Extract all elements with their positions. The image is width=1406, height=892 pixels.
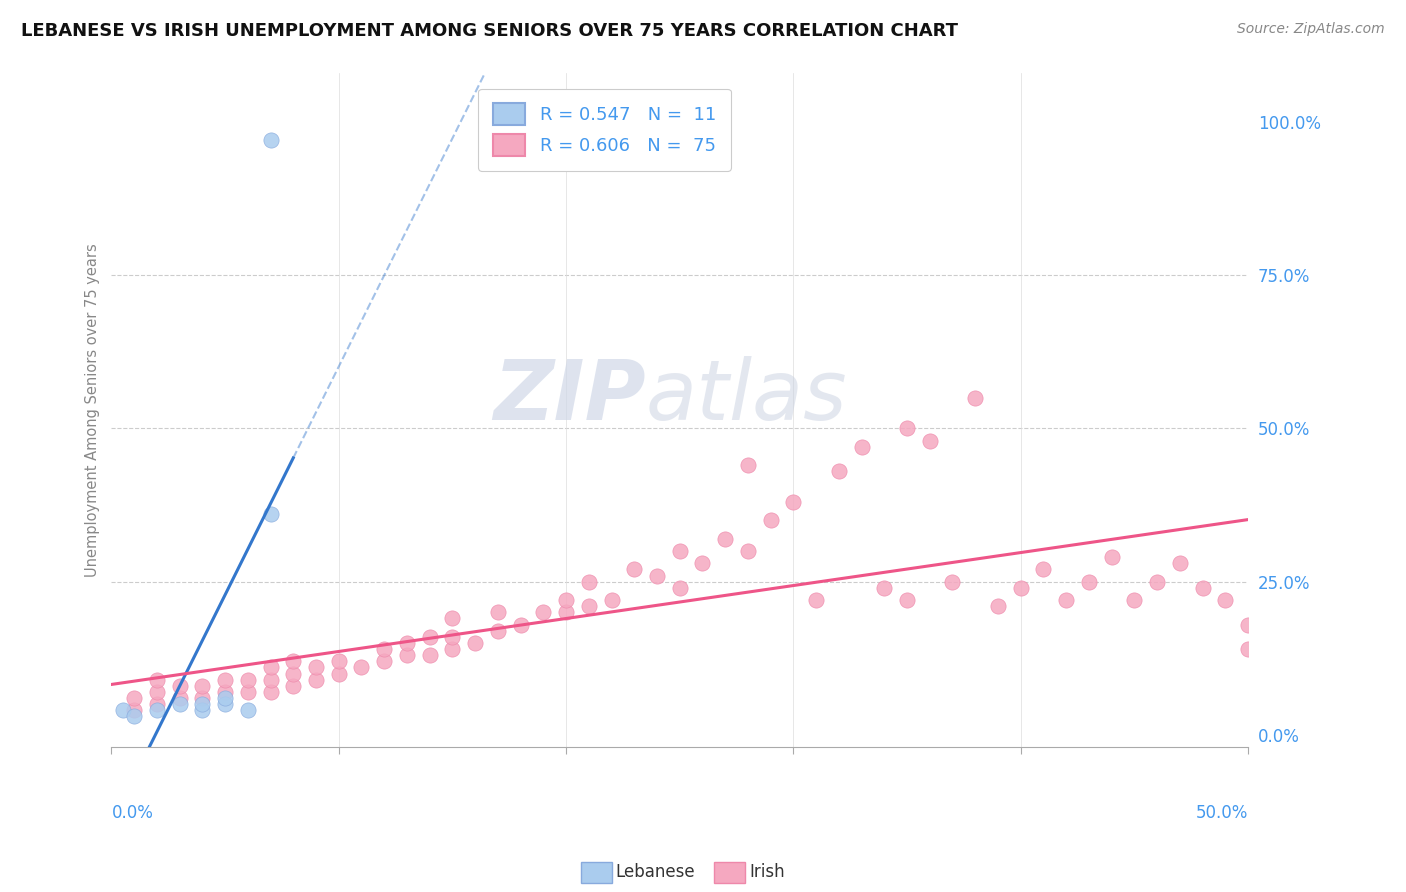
Point <box>146 685 169 699</box>
Point <box>441 642 464 657</box>
Point <box>259 133 281 147</box>
Point <box>941 574 963 589</box>
Point <box>146 673 169 687</box>
Point <box>578 574 600 589</box>
Point <box>1010 581 1032 595</box>
Point <box>122 709 145 723</box>
Point <box>328 666 350 681</box>
Point <box>668 544 690 558</box>
Point <box>692 556 714 570</box>
Point <box>283 679 305 693</box>
Point <box>987 599 1010 614</box>
Point <box>1146 574 1168 589</box>
Point <box>214 685 236 699</box>
Point <box>236 685 259 699</box>
Point <box>1101 550 1123 565</box>
Point <box>1077 574 1099 589</box>
Point <box>214 691 236 706</box>
Point <box>668 581 690 595</box>
Point <box>965 391 987 405</box>
Point <box>169 679 191 693</box>
Point <box>1237 642 1260 657</box>
Point <box>873 581 896 595</box>
Point <box>759 513 782 527</box>
Point <box>395 648 418 662</box>
Point <box>486 605 509 619</box>
Point <box>1123 593 1146 607</box>
Point <box>1213 593 1236 607</box>
Point <box>600 593 623 607</box>
Point <box>441 611 464 625</box>
Point <box>191 697 214 711</box>
Text: Source: ZipAtlas.com: Source: ZipAtlas.com <box>1237 22 1385 37</box>
Point <box>1237 617 1260 632</box>
Point <box>737 544 759 558</box>
Point <box>259 673 281 687</box>
Point <box>305 673 328 687</box>
Point <box>828 464 851 478</box>
Text: 50.0%: 50.0% <box>1195 805 1249 822</box>
Point <box>283 654 305 668</box>
Text: Irish: Irish <box>749 863 785 881</box>
Point <box>283 666 305 681</box>
Point <box>714 532 737 546</box>
Point <box>191 691 214 706</box>
Point <box>896 593 918 607</box>
Point <box>531 605 554 619</box>
Text: Lebanese: Lebanese <box>616 863 696 881</box>
Point <box>1191 581 1213 595</box>
Point <box>737 458 759 473</box>
Point <box>259 507 281 521</box>
Point <box>373 654 395 668</box>
Point <box>419 648 441 662</box>
Point <box>236 703 259 717</box>
Point <box>305 660 328 674</box>
Point <box>464 636 486 650</box>
Point <box>328 654 350 668</box>
Point <box>1032 562 1054 576</box>
Point <box>623 562 645 576</box>
Point <box>1168 556 1191 570</box>
Point <box>169 691 191 706</box>
Point <box>555 605 578 619</box>
Point <box>486 624 509 638</box>
Text: atlas: atlas <box>645 356 848 437</box>
Legend: R = 0.547   N =  11, R = 0.606   N =  75: R = 0.547 N = 11, R = 0.606 N = 75 <box>478 88 731 170</box>
Point <box>395 636 418 650</box>
Point <box>555 593 578 607</box>
Point <box>896 421 918 435</box>
Point <box>373 642 395 657</box>
Point <box>169 697 191 711</box>
Point <box>918 434 941 448</box>
Point <box>441 630 464 644</box>
Point <box>1054 593 1077 607</box>
Point <box>236 673 259 687</box>
Point <box>350 660 373 674</box>
Point <box>122 703 145 717</box>
Point <box>214 673 236 687</box>
Point <box>851 440 873 454</box>
Point <box>259 685 281 699</box>
Text: 0.0%: 0.0% <box>111 805 153 822</box>
Point <box>804 593 827 607</box>
Point <box>122 691 145 706</box>
Point <box>214 697 236 711</box>
Text: LEBANESE VS IRISH UNEMPLOYMENT AMONG SENIORS OVER 75 YEARS CORRELATION CHART: LEBANESE VS IRISH UNEMPLOYMENT AMONG SEN… <box>21 22 957 40</box>
Point <box>419 630 441 644</box>
Point <box>191 679 214 693</box>
Point <box>509 617 531 632</box>
Point <box>191 703 214 717</box>
Point <box>782 495 804 509</box>
Point <box>146 697 169 711</box>
Point <box>259 660 281 674</box>
Point <box>645 568 668 582</box>
Point <box>111 703 134 717</box>
Text: ZIP: ZIP <box>494 356 645 437</box>
Point <box>578 599 600 614</box>
Y-axis label: Unemployment Among Seniors over 75 years: Unemployment Among Seniors over 75 years <box>86 244 100 577</box>
Point <box>146 703 169 717</box>
